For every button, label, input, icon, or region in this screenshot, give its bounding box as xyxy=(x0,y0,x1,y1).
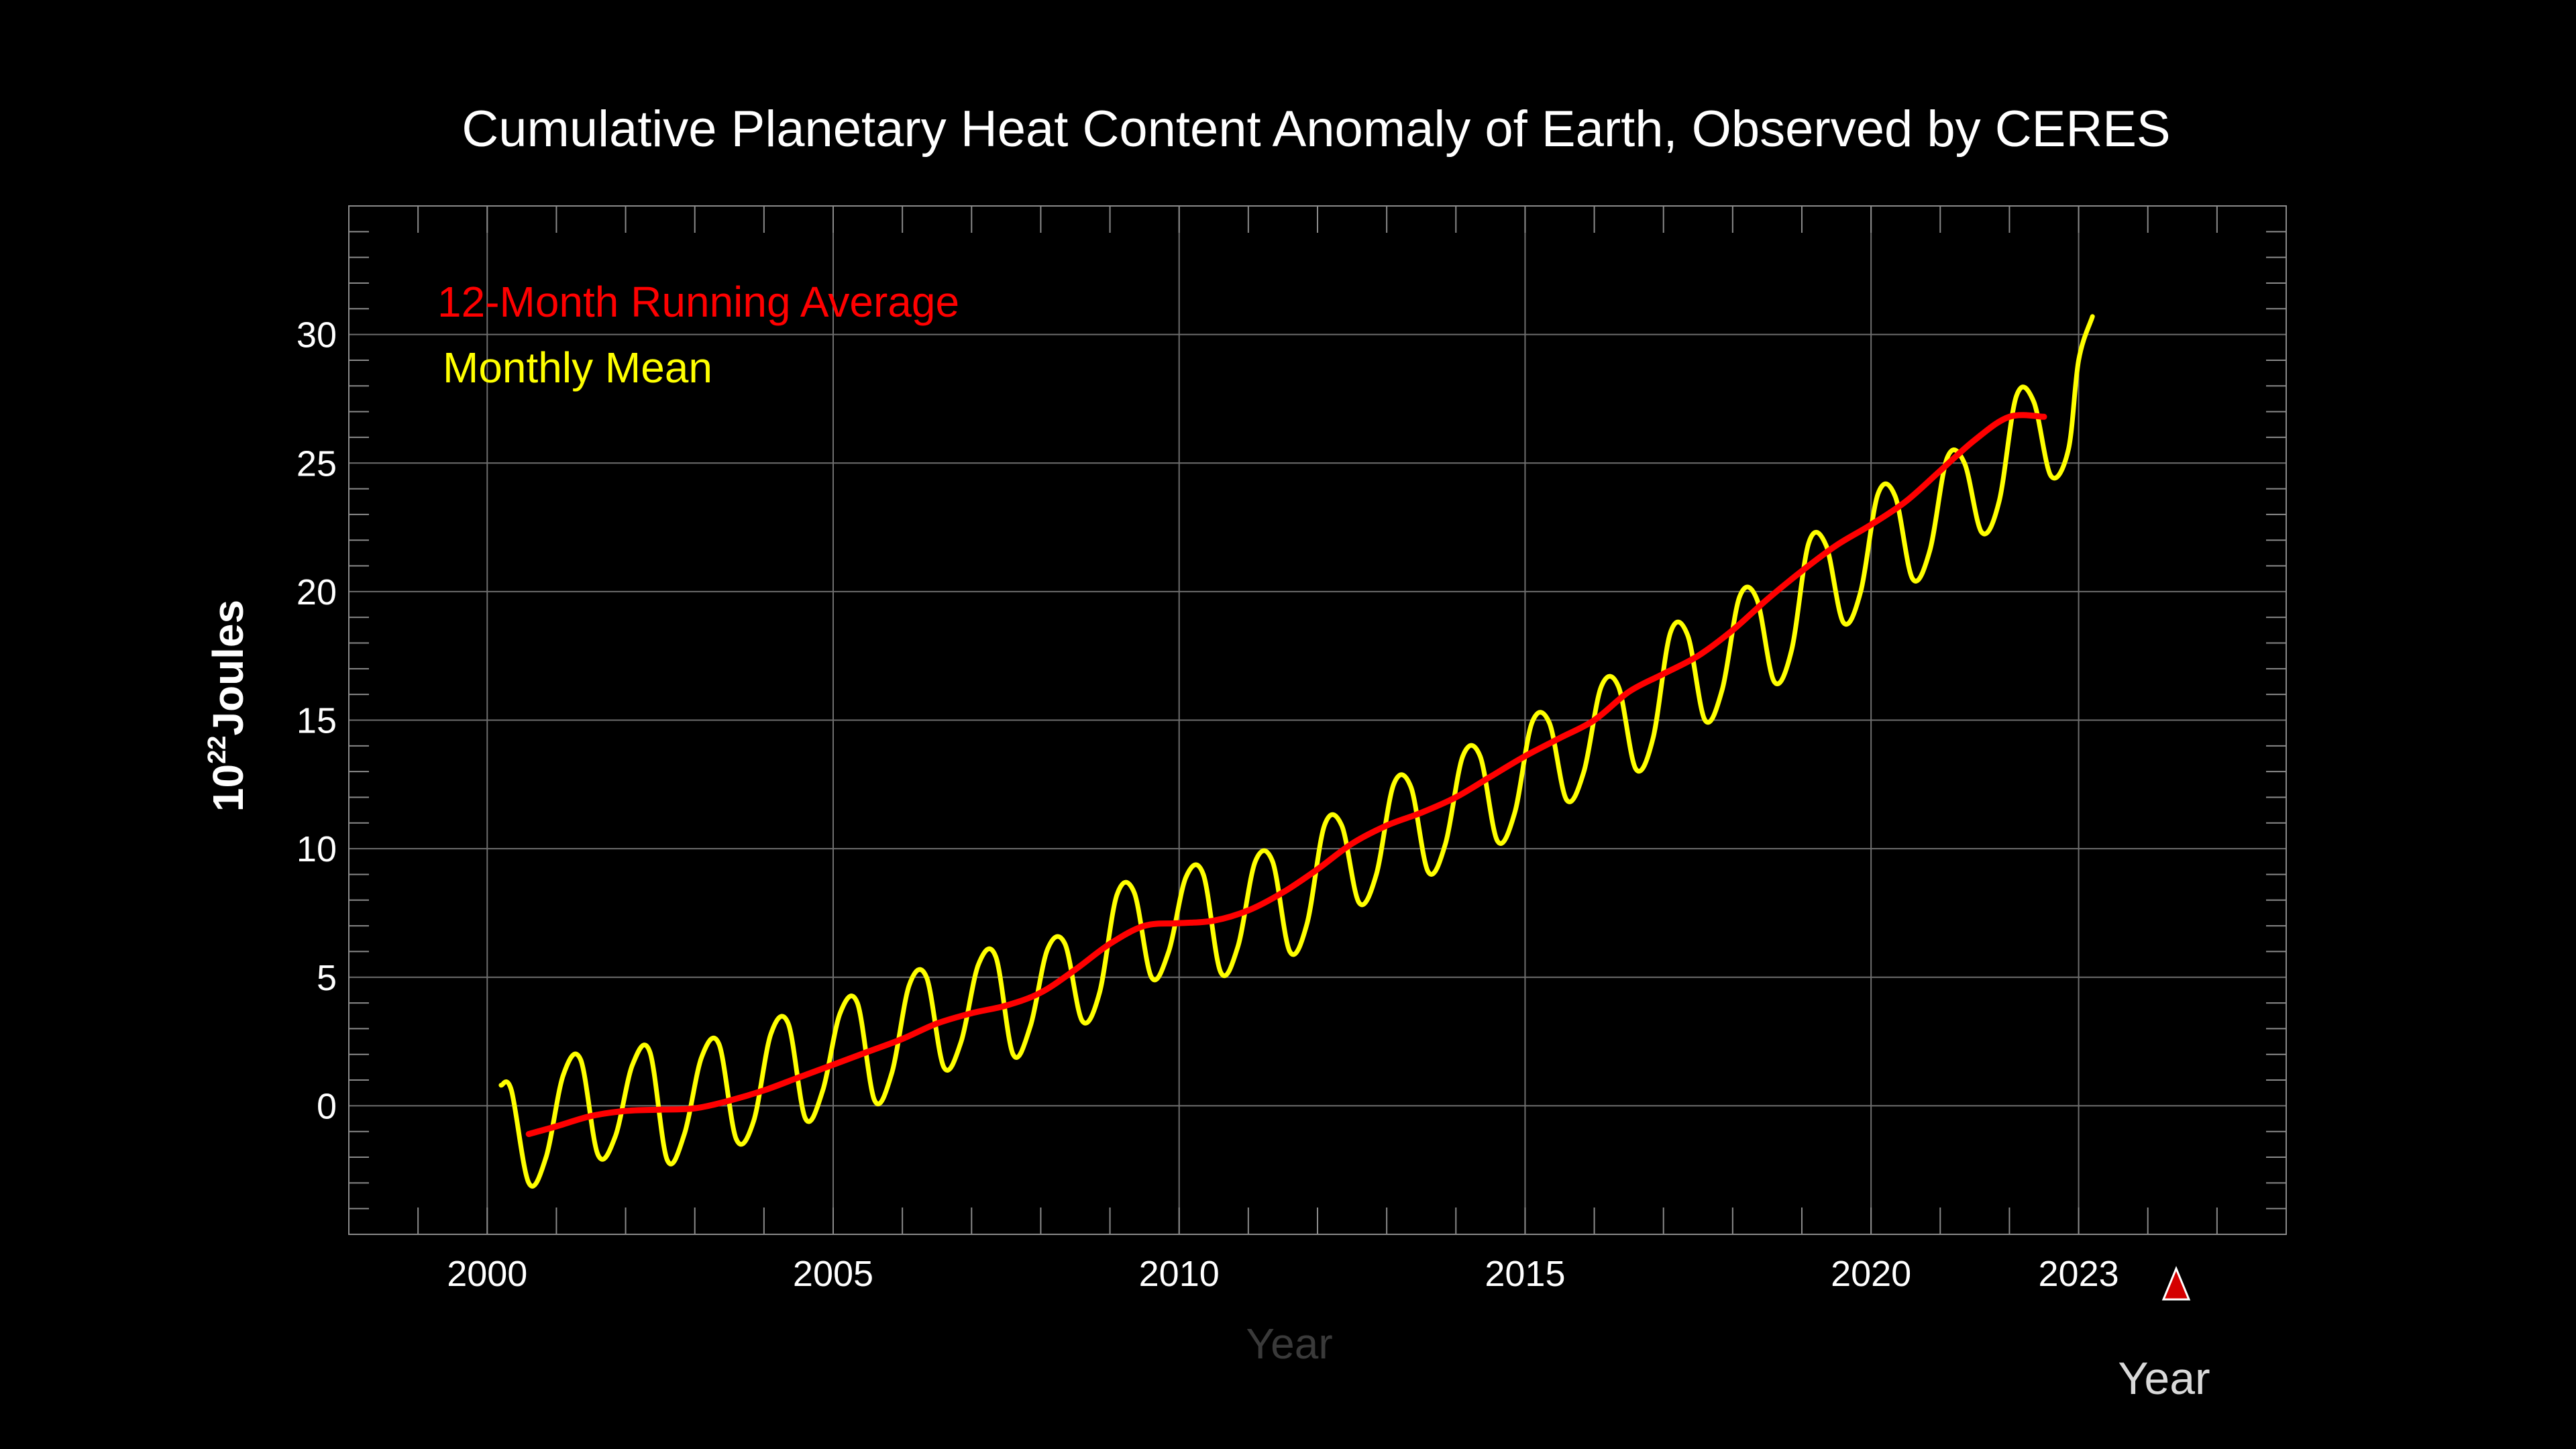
y-tick-label: 25 xyxy=(297,443,337,484)
y-axis-label-unit: Joules xyxy=(204,600,252,736)
y-tick-label: 15 xyxy=(297,701,337,741)
chart-title: Cumulative Planetary Heat Content Anomal… xyxy=(462,101,2170,158)
x-tick-label: 2000 xyxy=(447,1254,527,1294)
legend-running-average: 12-Month Running Average xyxy=(437,278,959,326)
legend-monthly-mean: Monthly Mean xyxy=(443,343,712,392)
monthly-mean-line xyxy=(498,314,2095,1189)
y-tick-label: 0 xyxy=(317,1086,337,1126)
year-marker-label: Year xyxy=(2118,1353,2210,1404)
plot-frame xyxy=(348,205,2287,1235)
x-tick-labels: 2000 2005 2010 2015 2020 2023 xyxy=(447,1254,2118,1294)
y-axis-label-base: 10 xyxy=(204,764,252,812)
y-axis-label: 1022Joules xyxy=(203,600,252,812)
y-axis-label-exponent: 22 xyxy=(203,736,231,764)
minor-ticks xyxy=(348,206,2287,1234)
x-axis-label: Year xyxy=(1246,1320,1332,1368)
x-tick-label: 2020 xyxy=(1831,1254,1911,1294)
y-tick-label: 5 xyxy=(317,958,337,998)
year-marker-triangle xyxy=(2161,1266,2191,1301)
y-tick-labels: 0 5 10 15 20 25 30 xyxy=(297,315,337,1127)
running-average-line xyxy=(525,412,2047,1137)
x-tick-label: 2015 xyxy=(1485,1254,1565,1294)
y-tick-label: 30 xyxy=(297,315,337,356)
x-tick-label: 2023 xyxy=(2039,1254,2119,1294)
x-tick-label: 2005 xyxy=(793,1254,873,1294)
series-layer xyxy=(498,314,2095,1189)
y-tick-label: 20 xyxy=(297,572,337,612)
x-tick-label: 2010 xyxy=(1139,1254,1220,1294)
y-tick-label: 10 xyxy=(297,829,337,869)
